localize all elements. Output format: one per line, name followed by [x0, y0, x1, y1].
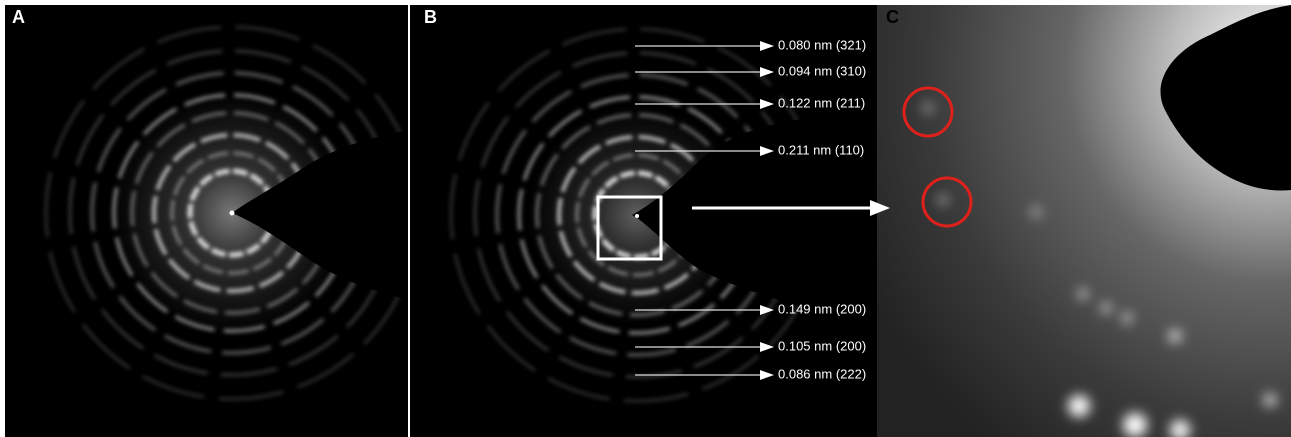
- annotation-label: 0.211 nm (110): [778, 142, 864, 157]
- panel-c: C: [877, 5, 1291, 437]
- panel-label: B: [424, 7, 437, 27]
- spot: [1123, 413, 1147, 437]
- annotation-label: 0.122 nm (211): [778, 95, 865, 110]
- spot: [1031, 207, 1041, 217]
- spot: [938, 195, 948, 205]
- spot: [1169, 330, 1181, 342]
- figure: A 0.080 nm (321) 0.094 nm (310) 0.122 nm (…: [0, 0, 1291, 437]
- central-beam: [230, 211, 235, 216]
- annotation-label: 0.086 nm (222): [778, 366, 866, 381]
- annotation-label: 0.105 nm (200): [778, 338, 866, 353]
- annotation-label: 0.094 nm (310): [778, 63, 866, 78]
- panel-a: A: [5, 5, 418, 437]
- panel-label: C: [886, 7, 899, 27]
- spot: [923, 103, 933, 113]
- spot: [1264, 394, 1276, 406]
- spot: [1078, 289, 1088, 299]
- spot: [1068, 395, 1090, 417]
- panel-b: 0.080 nm (321) 0.094 nm (310) 0.122 nm (21…: [410, 5, 877, 437]
- panel-label: A: [12, 7, 25, 27]
- spot: [1122, 313, 1132, 323]
- central-beam: [635, 214, 639, 218]
- annotation-label: 0.149 nm (200): [778, 301, 866, 316]
- spot: [1101, 303, 1111, 313]
- annotation-label: 0.080 nm (321): [778, 37, 866, 52]
